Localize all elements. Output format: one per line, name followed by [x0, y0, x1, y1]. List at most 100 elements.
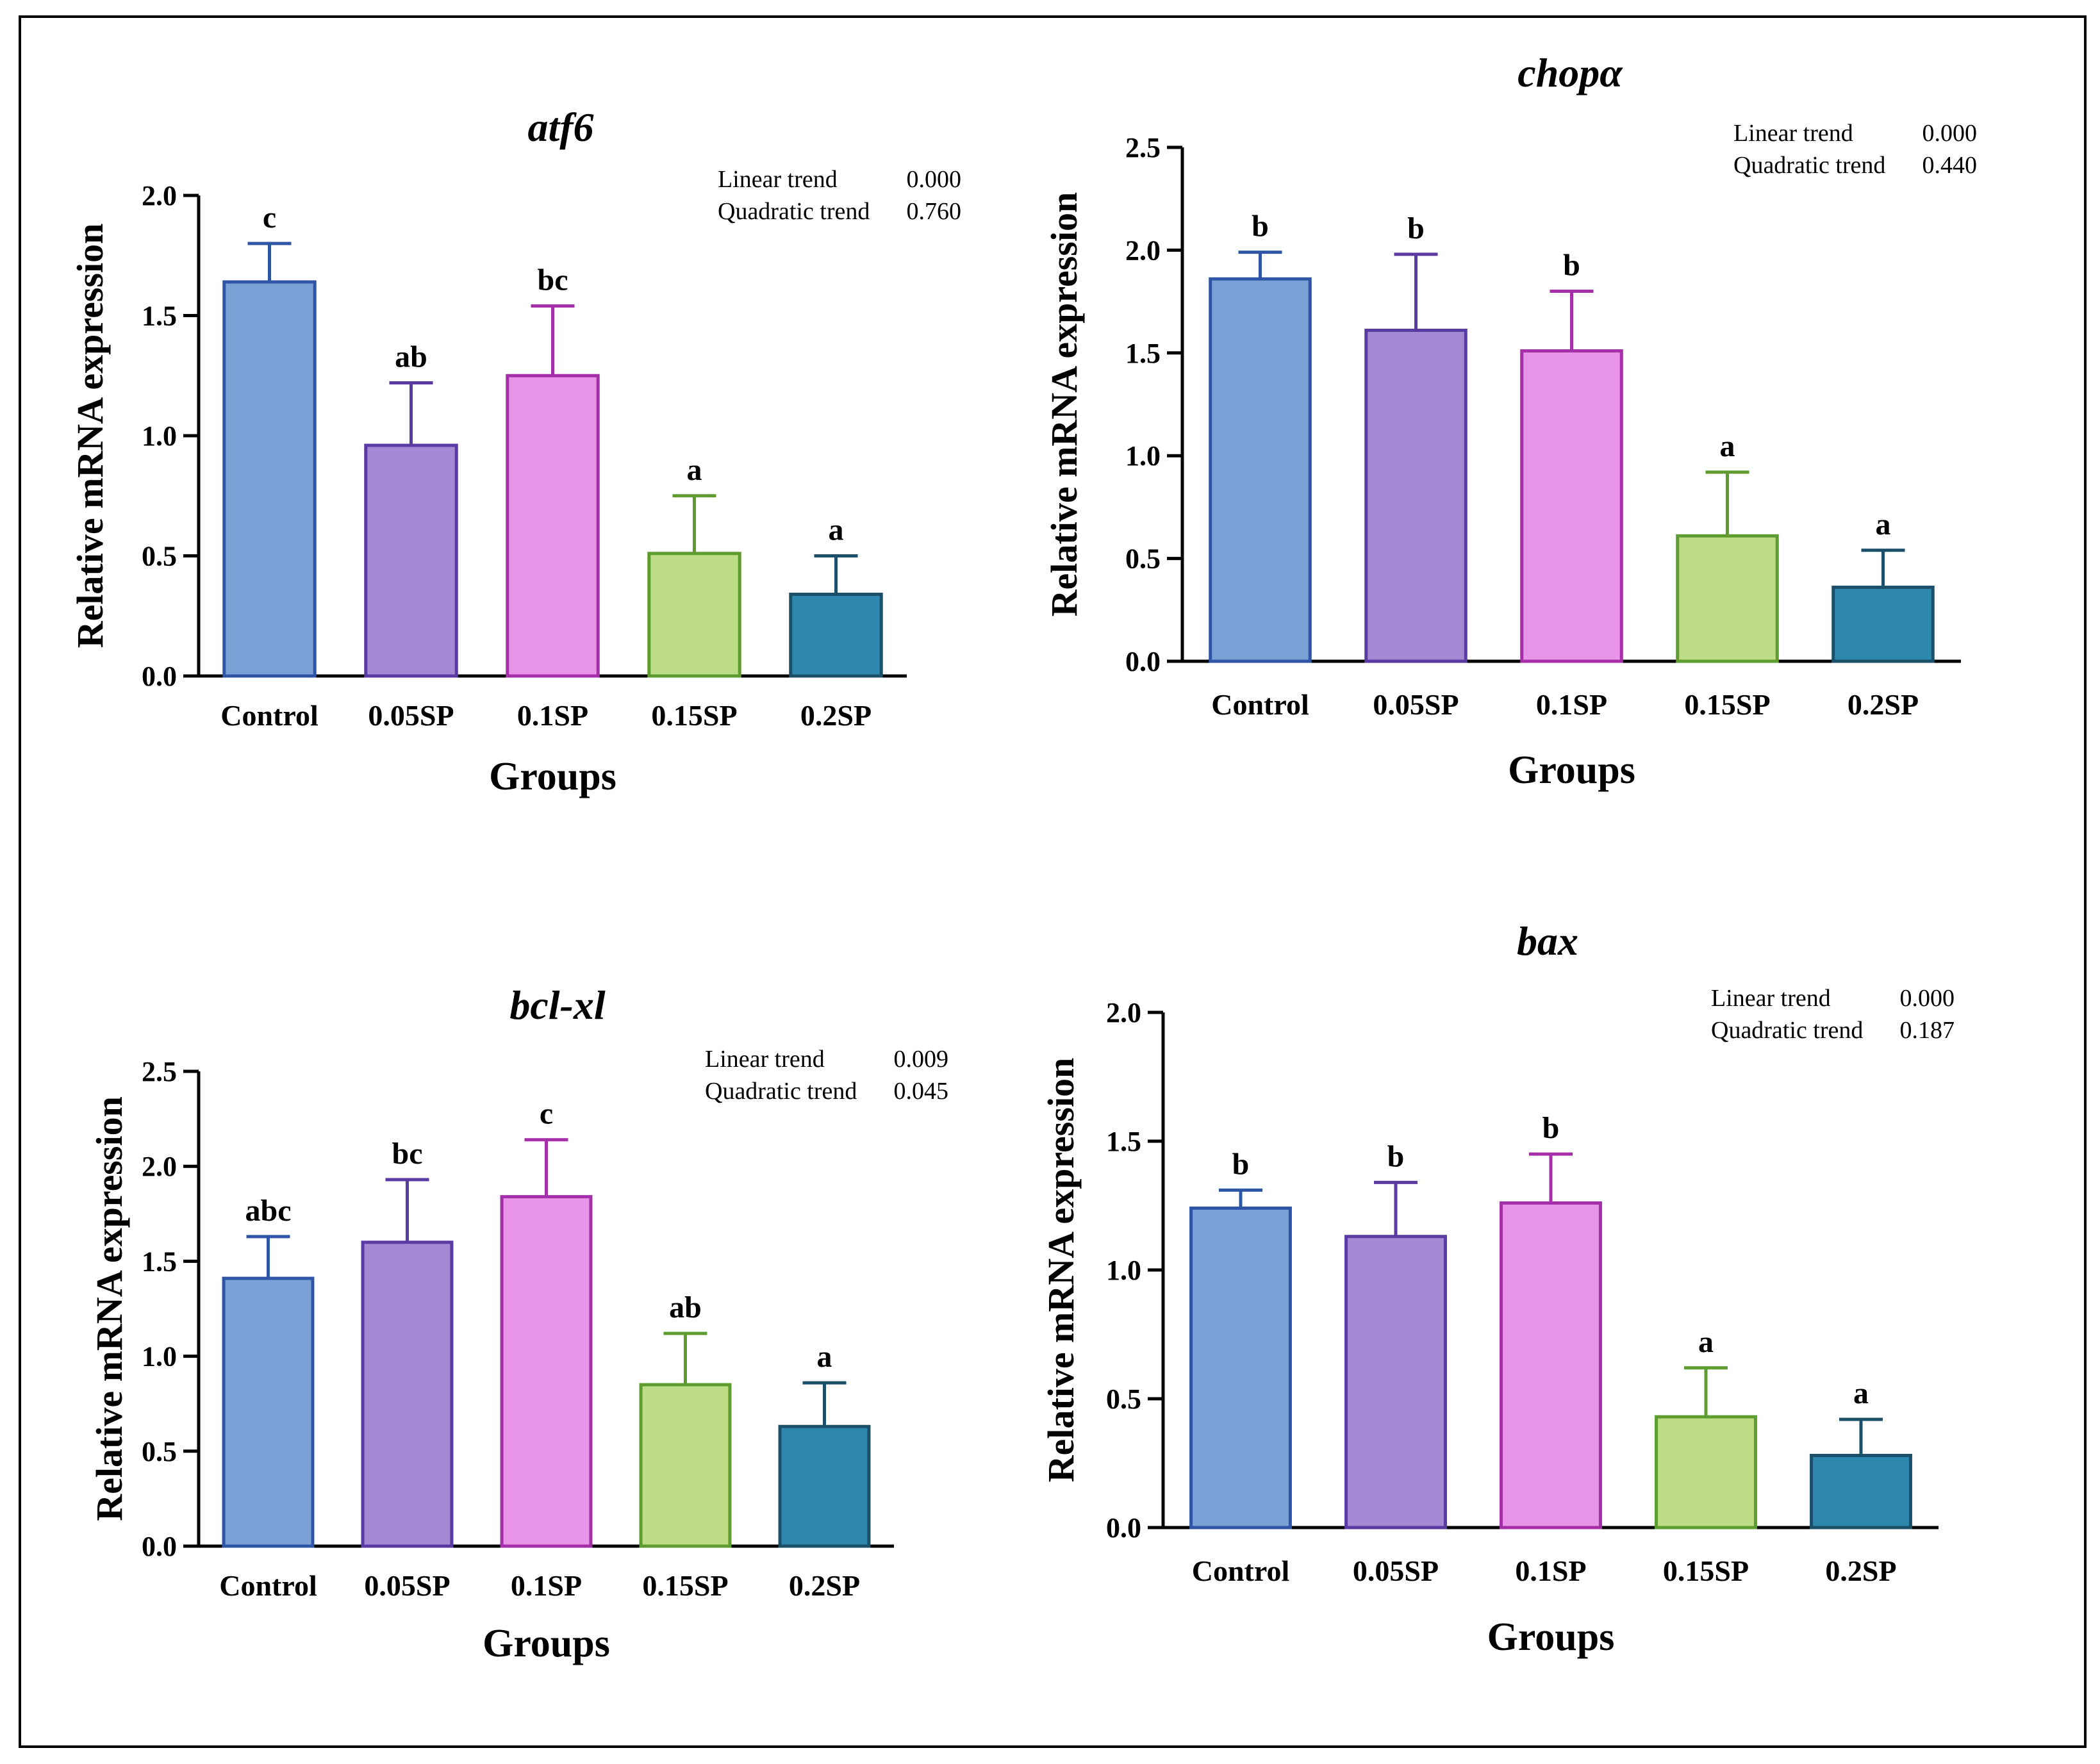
trend-linear-value: 0.000: [907, 166, 962, 193]
x-axis-label: Groups: [489, 755, 616, 798]
bar: [647, 552, 741, 678]
y-tick-label: 2.0: [142, 1151, 177, 1182]
y-tick-label: 0.0: [1106, 1512, 1141, 1544]
chart-title: chopα: [1517, 50, 1623, 95]
significance-letter: ab: [395, 340, 427, 374]
significance-letter: b: [1407, 211, 1425, 245]
x-tick-label: Control: [1211, 688, 1309, 721]
trend-linear-label: Linear trend: [1733, 120, 1853, 147]
bar: [500, 1195, 593, 1548]
x-tick-label: 0.15SP: [1684, 688, 1770, 721]
bar: [1810, 1453, 1912, 1529]
y-tick-label: 1.5: [1125, 338, 1161, 369]
y-tick-label: 1.5: [1106, 1126, 1141, 1157]
y-axis-label: Relative mRNA expression: [69, 224, 111, 648]
x-tick-label: 0.2SP: [800, 699, 872, 732]
bar: [1655, 1415, 1757, 1529]
x-axis-label: Groups: [1508, 748, 1635, 792]
significance-letter: b: [1252, 210, 1269, 243]
trend-quadratic-label: Quadratic trend: [1733, 152, 1885, 179]
bar: [1500, 1201, 1602, 1529]
significance-letter: bc: [392, 1137, 423, 1171]
bar: [1209, 277, 1312, 663]
chart-panel-bax: bax Linear trend 0.000 Quadratic trend 0.187…: [1040, 918, 1955, 1659]
significance-letter: a: [687, 453, 702, 487]
significance-letter: b: [1232, 1147, 1250, 1181]
trend-linear-label: Linear trend: [1711, 985, 1831, 1012]
significance-letter: b: [1387, 1139, 1405, 1173]
y-tick-label: 2.5: [142, 1056, 177, 1087]
x-tick-label: Control: [220, 699, 318, 732]
y-tick-label: 1.0: [1125, 440, 1161, 472]
bar: [778, 1424, 871, 1548]
x-tick-label: 0.05SP: [1353, 1554, 1439, 1587]
y-tick-label: 2.0: [1125, 235, 1161, 266]
significance-letter: c: [540, 1097, 553, 1131]
bar: [1344, 1235, 1447, 1529]
x-tick-label: Control: [1192, 1554, 1290, 1587]
y-tick-label: 1.0: [142, 420, 177, 452]
y-tick-label: 2.5: [1125, 132, 1161, 163]
x-tick-label: 0.05SP: [368, 699, 454, 732]
bar: [222, 1276, 315, 1548]
x-tick-label: 0.05SP: [364, 1569, 450, 1602]
significance-letter: bc: [538, 263, 568, 297]
trend-linear-label: Linear trend: [718, 166, 838, 193]
x-tick-label: 0.15SP: [651, 699, 737, 732]
trend-quadratic-label: Quadratic trend: [718, 198, 870, 225]
y-tick-label: 0.0: [142, 661, 177, 692]
trend-quadratic-label: Quadratic trend: [1711, 1017, 1863, 1044]
trend-quadratic-label: Quadratic trend: [705, 1078, 857, 1105]
y-axis-label: Relative mRNA expression: [1043, 192, 1085, 617]
x-tick-label: 0.1SP: [511, 1569, 582, 1602]
significance-letter: a: [1698, 1325, 1714, 1359]
significance-letter: ab: [669, 1290, 702, 1324]
y-tick-label: 2.0: [1106, 997, 1141, 1028]
bar: [1189, 1207, 1292, 1529]
bar: [639, 1383, 732, 1548]
trend-linear-value: 0.000: [1922, 120, 1978, 147]
bar: [1831, 586, 1935, 663]
trend-linear-value: 0.000: [1900, 985, 1955, 1012]
y-tick-label: 1.5: [142, 301, 177, 332]
significance-letter: b: [1542, 1111, 1560, 1145]
y-tick-label: 1.5: [142, 1246, 177, 1277]
bar: [222, 280, 317, 678]
x-tick-label: 0.2SP: [1825, 1554, 1896, 1587]
x-tick-label: 0.15SP: [1663, 1554, 1749, 1587]
x-tick-label: 0.05SP: [1373, 688, 1459, 721]
significance-letter: a: [1876, 507, 1891, 541]
x-tick-label: Control: [219, 1569, 317, 1602]
chart-panel-atf6: atf6 Linear trend 0.000 Quadratic trend 0.76…: [69, 104, 961, 798]
y-tick-label: 0.0: [142, 1531, 177, 1562]
chart-panel-bcl-xl: bcl-xl Linear trend 0.009 Quadratic trend 0.…: [88, 982, 948, 1665]
x-axis-label: Groups: [1487, 1615, 1615, 1659]
bar: [364, 443, 458, 678]
figure-frame: [19, 15, 2087, 1748]
y-tick-label: 1.0: [1106, 1255, 1141, 1286]
bar: [1520, 349, 1623, 663]
y-axis-label: Relative mRNA expression: [88, 1096, 130, 1521]
bar: [1676, 534, 1779, 663]
x-tick-label: 0.1SP: [1515, 1554, 1586, 1587]
x-tick-label: 0.2SP: [789, 1569, 860, 1602]
trend-linear-label: Linear trend: [705, 1046, 825, 1073]
charts-container: atf6 Linear trend 0.000 Quadratic trend 0.76…: [69, 50, 1977, 1665]
chart-title: bcl-xl: [509, 982, 606, 1028]
y-tick-label: 0.0: [1125, 646, 1161, 677]
chart-title: bax: [1517, 918, 1578, 964]
significance-letter: a: [1853, 1376, 1869, 1410]
significance-letter: b: [1563, 249, 1580, 283]
trend-linear-value: 0.009: [894, 1046, 949, 1073]
bar: [361, 1241, 454, 1548]
y-tick-label: 1.0: [142, 1341, 177, 1372]
significance-letter: a: [1720, 429, 1735, 463]
significance-letter: c: [263, 201, 276, 235]
y-axis-label: Relative mRNA expression: [1040, 1058, 1082, 1483]
trend-quadratic-value: 0.187: [1900, 1017, 1955, 1044]
bar: [506, 374, 600, 678]
significance-letter: a: [817, 1340, 832, 1374]
significance-letter: a: [829, 513, 844, 547]
y-tick-label: 0.5: [1125, 543, 1161, 575]
